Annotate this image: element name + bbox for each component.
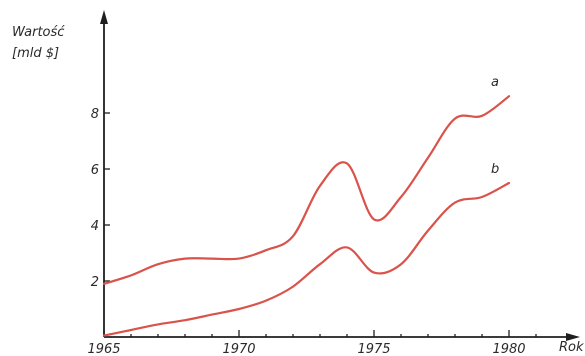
series-label-b: b [491, 162, 499, 177]
x-tick-label: 1975 [357, 342, 390, 356]
y-axis-label-line2: [mld $] [12, 46, 59, 61]
series-line-a [102, 95, 511, 285]
ticks [103, 112, 537, 337]
tick-labels: 1965 1970 1975 1980 2 4 6 8 [87, 107, 525, 356]
series-label-a: a [491, 75, 499, 90]
y-tick-label: 4 [91, 219, 99, 234]
x-tick-label: 1980 [492, 342, 525, 356]
x-tick-label: 1965 [87, 342, 120, 356]
y-axis-arrow [100, 10, 108, 24]
y-tick-label: 6 [91, 163, 99, 178]
y-tick-label: 8 [91, 107, 99, 122]
axes [100, 10, 580, 341]
y-tick-label: 2 [91, 275, 99, 290]
x-axis-label: Rok [559, 340, 584, 355]
y-axis-label-line1: Wartość [12, 25, 65, 40]
x-axis-arrow [566, 333, 580, 341]
x-tick-label: 1970 [222, 342, 255, 356]
series-line-b [102, 181, 511, 337]
series-group: ab [102, 75, 511, 337]
